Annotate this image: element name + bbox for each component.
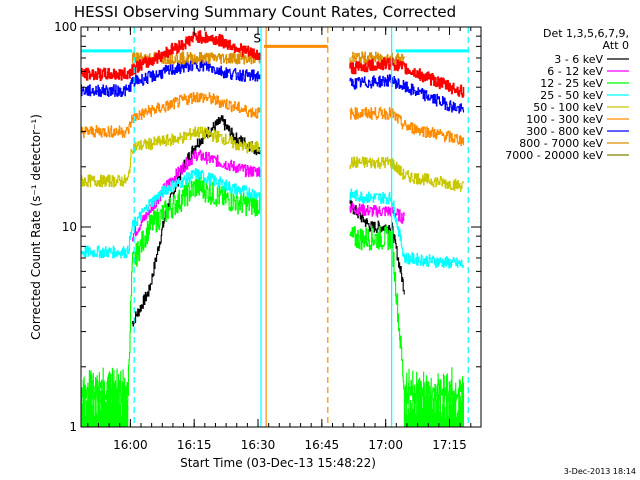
legend-label-5: 100 - 300 keV [526,113,603,126]
chart-title: HESSI Observing Summary Count Rates, Cor… [74,3,456,21]
y-tick-label-2: 100 [54,20,77,34]
series-layer [81,30,465,427]
legend-label-3: 25 - 50 keV [540,89,603,102]
series-line-2 [81,176,465,405]
x-tick-label-0: 16:00 [113,438,148,452]
x-tick-label-2: 16:30 [241,438,276,452]
low-count-band [81,367,464,427]
legend-label-6: 300 - 800 keV [526,125,603,138]
legend-label-7: 800 - 7000 keV [519,137,603,150]
series-line-3 [81,167,465,269]
legend-header-2: Att 0 [603,39,629,52]
legend-header-1: Det 1,3,5,6,7,9, [543,27,629,40]
series-line-0 [132,115,405,327]
x-tick-label-3: 16:45 [305,438,340,452]
flag-label-0: S [253,31,261,45]
markers-layer: S [81,27,469,427]
legend-label-1: 6 - 12 keV [547,65,603,78]
legend-label-8: 7000 - 20000 keV [505,149,603,162]
legend-label-4: 50 - 100 keV [533,101,603,114]
axis-layer: 16:00 16:15 16:30 16:45 17:00 17:15 1 10 100 [54,20,481,452]
series-line-6 [81,58,465,114]
x-tick-label-1: 16:15 [177,438,212,452]
series-line-4 [81,126,465,192]
y-tick-label-1: 10 [62,220,77,234]
legend-label-0: 3 - 6 keV [554,53,603,66]
timestamp: 3-Dec-2013 18:14 [564,467,636,476]
legend-label-2: 12 - 25 keV [540,77,603,90]
y-tick-label-0: 1 [69,420,77,434]
series-line-9 [81,30,465,98]
series-line-5 [81,92,465,147]
x-tick-label-4: 17:00 [368,438,403,452]
plot-frame [80,26,482,428]
y-axis-label: Corrected Count Rate (s⁻¹ detector⁻¹) [29,114,43,340]
x-axis-label: Start Time (03-Dec-13 15:48:22) [180,456,376,470]
x-tick-label-5: 17:15 [432,438,467,452]
